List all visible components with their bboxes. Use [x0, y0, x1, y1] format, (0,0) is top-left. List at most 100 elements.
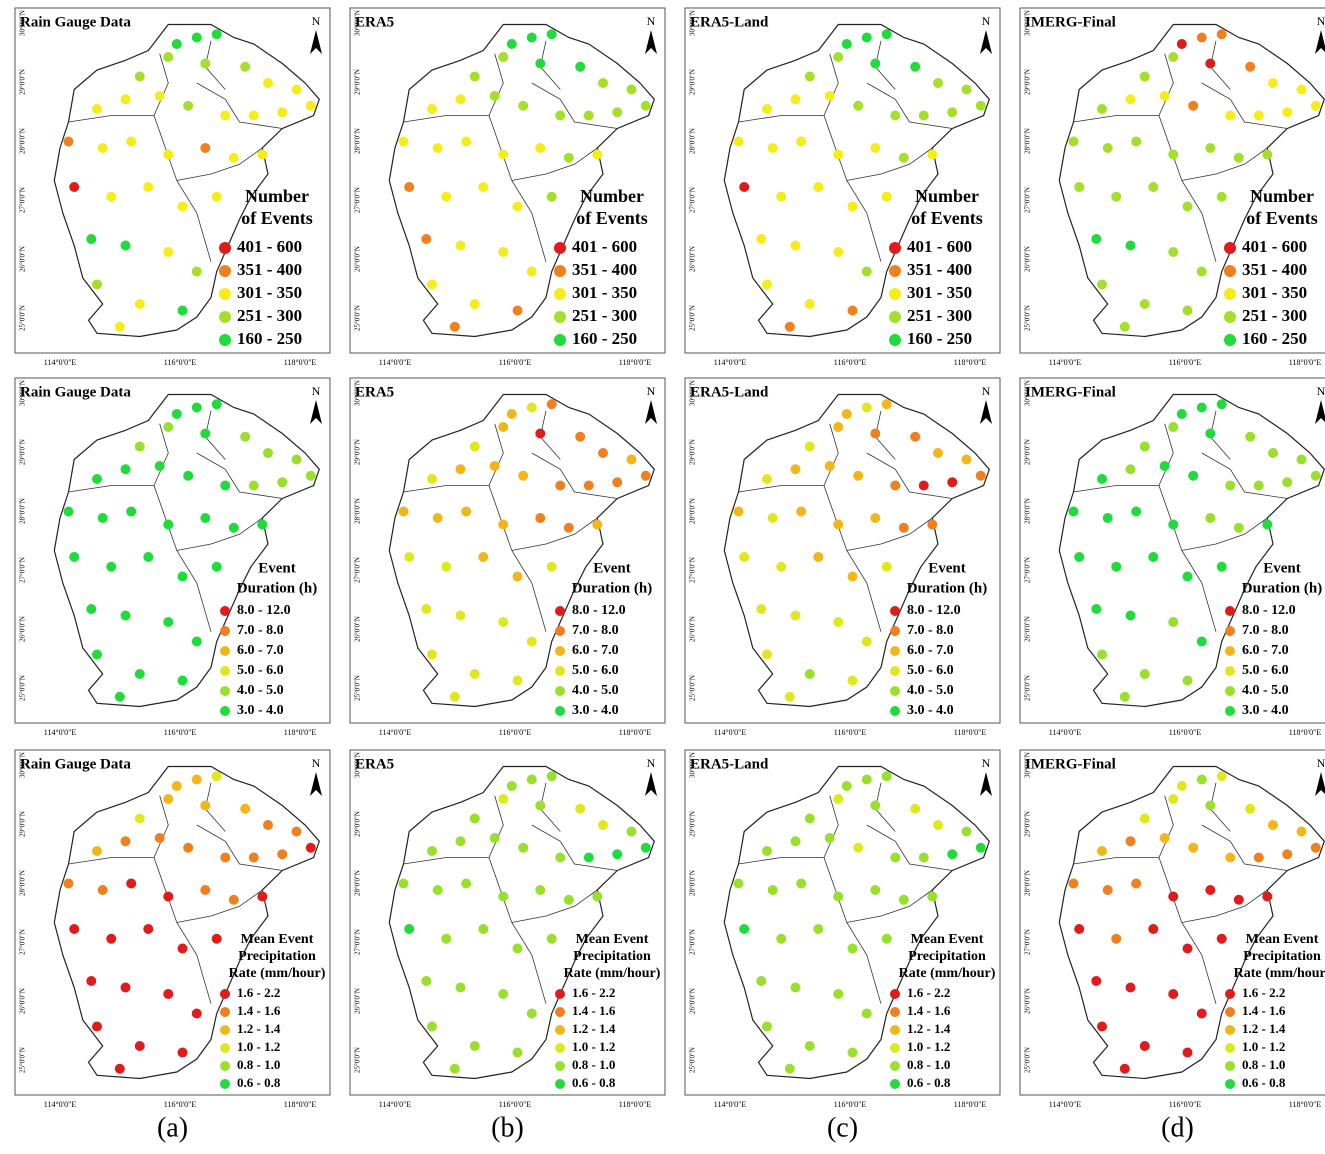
- station-dot: [177, 1047, 188, 1058]
- station-dot: [1131, 136, 1142, 147]
- station-dot: [228, 894, 239, 905]
- map-panel: Rain Gauge Data N 30°0'0"N 29°0'0"N 28°0'0"N…: [14, 749, 331, 1109]
- panel-frame: [1019, 377, 1325, 724]
- station-dot: [813, 552, 824, 562]
- station-dot: [898, 894, 909, 905]
- basin-boundary: [823, 795, 882, 1004]
- station-dot: [575, 803, 586, 814]
- station-dot: [961, 84, 972, 95]
- station-dot: [583, 852, 594, 863]
- lat-tick-label: 27°0'0"N: [689, 557, 697, 583]
- legend-swatch: [1225, 686, 1235, 696]
- station-dot: [847, 201, 858, 212]
- legend-label: 251 - 300: [237, 306, 302, 325]
- station-dot: [833, 891, 844, 902]
- station-dot: [575, 431, 586, 442]
- station-dot: [211, 561, 222, 572]
- station-dot: [1268, 448, 1278, 458]
- station-dot: [1168, 989, 1179, 999]
- station-dot: [890, 110, 901, 121]
- lon-tick-label: 114°0'0"E: [1049, 1100, 1082, 1109]
- legend-label: 251 - 300: [1242, 306, 1307, 325]
- legend-title: of Events: [1246, 208, 1318, 228]
- legend-swatch: [1225, 1007, 1235, 1017]
- legend-swatch: [555, 1043, 565, 1053]
- legend-swatch: [220, 686, 230, 696]
- station-dot: [612, 849, 623, 860]
- province-outline: [723, 393, 990, 708]
- station-dot: [1245, 61, 1256, 72]
- station-dot: [847, 305, 858, 316]
- legend-label: 5.0 - 6.0: [1242, 663, 1289, 678]
- station-dot: [1159, 833, 1170, 843]
- station-dot: [535, 58, 546, 69]
- station-dot: [177, 943, 188, 954]
- lon-tick-label: 118°0'0"E: [619, 358, 652, 367]
- lat-tick-label: 28°0'0"N: [689, 870, 697, 896]
- legend-label: 0.8 - 1.0: [572, 1057, 615, 1072]
- station-dot: [512, 571, 523, 582]
- station-dot: [881, 771, 892, 782]
- station-dot: [861, 266, 872, 277]
- legend-swatch: [1225, 989, 1235, 999]
- lat-tick-label: 26°0'0"N: [19, 616, 27, 642]
- lat-tick-label: 30°0'0"N: [689, 380, 697, 406]
- legend-swatch: [554, 242, 566, 254]
- basin-boundary: [153, 53, 212, 262]
- north-label: N: [982, 756, 991, 770]
- station-dot: [106, 933, 117, 944]
- basin-boundary: [531, 82, 618, 129]
- station-dot: [106, 561, 117, 572]
- north-label: N: [1317, 14, 1325, 28]
- legend-title: Number: [580, 186, 644, 206]
- station-dot: [1102, 885, 1113, 895]
- lat-tick-label: 30°0'0"N: [689, 752, 697, 778]
- station-dot: [1097, 1021, 1107, 1032]
- station-dot: [881, 399, 892, 410]
- legend-title: of Events: [241, 208, 313, 228]
- legend-swatch: [555, 686, 565, 696]
- station-dot: [526, 266, 537, 277]
- basin-boundary: [196, 82, 283, 129]
- station-dot: [918, 852, 929, 863]
- station-dot: [114, 1063, 125, 1074]
- legend-swatch: [1224, 265, 1236, 277]
- station-dot: [1139, 813, 1150, 824]
- basin-boundary: [1073, 485, 1159, 493]
- station-dot: [163, 247, 174, 257]
- legend-label: 1.6 - 2.2: [1242, 985, 1285, 1000]
- station-dot: [63, 506, 74, 517]
- lat-tick-label: 25°0'0"N: [354, 675, 362, 701]
- station-dot: [1111, 191, 1122, 202]
- station-dot: [461, 506, 472, 517]
- station-dot: [69, 552, 80, 562]
- station-dot: [1216, 29, 1227, 40]
- station-dot: [546, 29, 557, 40]
- legend-swatch: [1225, 646, 1235, 656]
- basin-boundary: [1158, 53, 1217, 262]
- legend-label: 1.4 - 1.6: [572, 1003, 616, 1018]
- station-dot: [535, 513, 546, 523]
- station-dot: [833, 149, 844, 160]
- station-dot: [898, 152, 909, 163]
- station-dot: [762, 104, 772, 114]
- station-dot: [1225, 110, 1236, 121]
- station-dot: [1148, 552, 1159, 562]
- legend-swatch: [1225, 1061, 1235, 1071]
- station-dot: [171, 409, 182, 419]
- map-panel: Rain Gauge Data N 30°0'0"N 29°0'0"N 28°0'0"N…: [14, 377, 331, 737]
- station-dot: [861, 32, 872, 43]
- station-dot: [177, 305, 188, 316]
- lon-tick-label: 116°0'0"E: [1169, 728, 1202, 737]
- station-dot: [432, 885, 443, 895]
- station-dot: [106, 191, 117, 202]
- station-dot: [1168, 794, 1179, 804]
- lat-tick-label: 29°0'0"N: [354, 439, 362, 465]
- station-dot: [1245, 431, 1256, 442]
- station-dot: [1205, 58, 1216, 69]
- station-dot: [1296, 826, 1307, 837]
- lon-tick-label: 116°0'0"E: [1169, 1100, 1202, 1109]
- basin-boundary: [68, 485, 154, 493]
- lat-tick-label: 25°0'0"N: [19, 675, 27, 701]
- station-dot: [1097, 474, 1107, 484]
